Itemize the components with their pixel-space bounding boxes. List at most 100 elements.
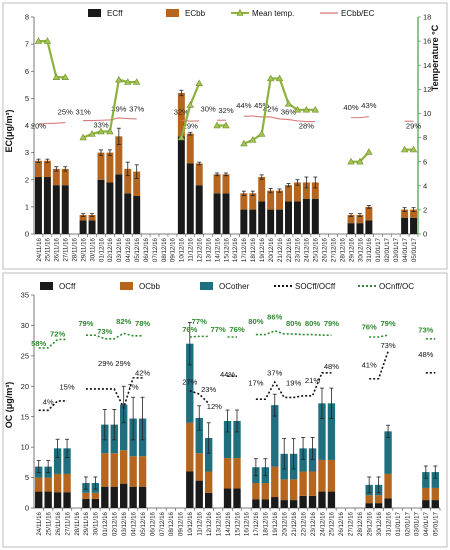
ec-y-axis-label: EC(μg/m³)	[4, 109, 14, 152]
bar-ocff	[120, 483, 128, 508]
bar-ocother	[120, 404, 128, 451]
x-tick-label: 25/11/16	[45, 511, 52, 535]
temperature-marker	[240, 139, 248, 147]
bar-ecbb	[410, 209, 418, 218]
ocnff-oc-label: 80%	[286, 319, 301, 328]
x-tick-label: 11/12/16	[188, 237, 195, 261]
temperature-marker	[409, 145, 418, 153]
bar-ocbb	[63, 473, 71, 493]
bar-ocff	[91, 498, 100, 508]
bar-ocother	[422, 472, 430, 488]
bar-ecbb	[213, 174, 221, 194]
temperature-marker	[302, 106, 311, 113]
temperature-marker	[258, 130, 266, 137]
socff-ocff-label: 48%	[324, 362, 339, 371]
bar-ecff	[356, 223, 364, 234]
legend-swatch	[40, 282, 53, 290]
bar-ecff	[79, 220, 87, 234]
ocnff-oc-label: 78%	[135, 319, 150, 328]
x-tick-label: 05/12/16	[140, 511, 147, 536]
x-tick-label: 04/01/17	[423, 511, 430, 536]
x-tick-label: 23/12/16	[310, 511, 317, 536]
bar-ecbb	[401, 209, 409, 218]
x-tick-label: 20/12/16	[282, 511, 289, 536]
x-tick-label: 30/12/16	[357, 237, 364, 262]
bar-ocother	[271, 405, 279, 467]
bar-ocbb	[280, 479, 288, 501]
y-tick-label: 3	[25, 148, 29, 157]
socff-ocff-label: 44%	[220, 370, 235, 379]
bar-ecff	[347, 223, 355, 234]
temperature-marker	[115, 75, 123, 83]
x-tick-label: 06/12/16	[143, 237, 150, 262]
x-tick-label: 01/12/16	[98, 237, 105, 262]
x-tick-label: 31/12/16	[366, 237, 373, 262]
socff-ocff-line	[369, 351, 389, 380]
temperature-marker	[61, 73, 69, 80]
bar-ocbb	[271, 466, 279, 498]
x-tick-label: 30/11/16	[93, 511, 100, 535]
y-tick-label: 5	[25, 473, 29, 482]
bar-ecbb	[97, 152, 105, 180]
ecbb-ec-line	[83, 117, 137, 122]
temperature-marker	[52, 73, 61, 80]
bar-ecbb	[356, 215, 364, 224]
bar-ocother	[223, 420, 232, 459]
y-tick-label: 7	[25, 40, 29, 49]
bar-ecff	[61, 185, 69, 234]
x-tick-label: 24/11/16	[36, 237, 43, 261]
ecbb-ec-label: 30%	[201, 104, 216, 113]
temperature-marker	[400, 145, 409, 153]
socff-ocff-label: 48%	[418, 350, 433, 359]
x-tick-label: 27/12/16	[330, 237, 337, 262]
bar-ocbb	[186, 422, 194, 472]
x-tick-label: 02/12/16	[112, 511, 119, 536]
bar-ecff	[365, 220, 373, 234]
temperature-marker	[356, 157, 364, 165]
bar-ecbb	[43, 160, 51, 178]
bar-ocother	[431, 472, 439, 488]
legend-marker	[236, 8, 244, 16]
y-tick-label: 10	[21, 443, 29, 452]
x-tick-label: 27/12/16	[348, 511, 355, 536]
socff-ocff-label: 41%	[362, 360, 377, 369]
bar-ocff	[422, 500, 430, 508]
x-tick-label: 18/12/16	[250, 237, 257, 262]
bar-ocff	[204, 492, 213, 508]
x-tick-label: 26/12/16	[322, 237, 329, 262]
bar-ocbb	[223, 458, 232, 489]
bar-ecff	[177, 136, 185, 234]
x-tick-label: 12/12/16	[197, 237, 204, 262]
bar-ocff	[318, 491, 326, 508]
socff-ocff-label: 17%	[248, 379, 263, 388]
bar-ocff	[308, 495, 317, 508]
temperature-marker	[222, 121, 230, 129]
bar-ocff	[138, 486, 147, 508]
x-tick-label: 26/11/16	[54, 237, 61, 261]
bar-ecbb	[222, 174, 230, 194]
y-tick-label: 0	[25, 230, 29, 239]
bar-ecbb	[186, 133, 194, 164]
ecbb-ec-label: 29%	[183, 122, 198, 131]
bar-ocbb	[120, 450, 128, 484]
socff-ocff-line	[38, 400, 68, 412]
bar-ocother	[195, 417, 203, 454]
x-tick-label: 15/12/16	[223, 237, 230, 262]
bar-ocbb	[365, 495, 373, 504]
legend-label: ECbb/EC	[341, 9, 375, 18]
temperature-marker	[195, 79, 203, 87]
temperature-marker	[186, 101, 194, 108]
temperature-marker	[34, 37, 43, 44]
bar-ocff	[35, 491, 43, 508]
ecbb-ec-label: 32%	[174, 108, 189, 117]
legend-swatch	[200, 282, 213, 290]
bar-ocff	[384, 498, 392, 508]
x-tick-label: 04/12/16	[125, 237, 132, 262]
bar-ecbb	[311, 182, 319, 199]
ecbb-ec-line	[243, 115, 316, 123]
x-tick-label: 24/12/16	[304, 237, 311, 262]
x-tick-label: 19/12/16	[259, 237, 266, 262]
x-tick-label: 05/12/16	[134, 237, 141, 262]
socff-ocff-line	[255, 371, 332, 400]
